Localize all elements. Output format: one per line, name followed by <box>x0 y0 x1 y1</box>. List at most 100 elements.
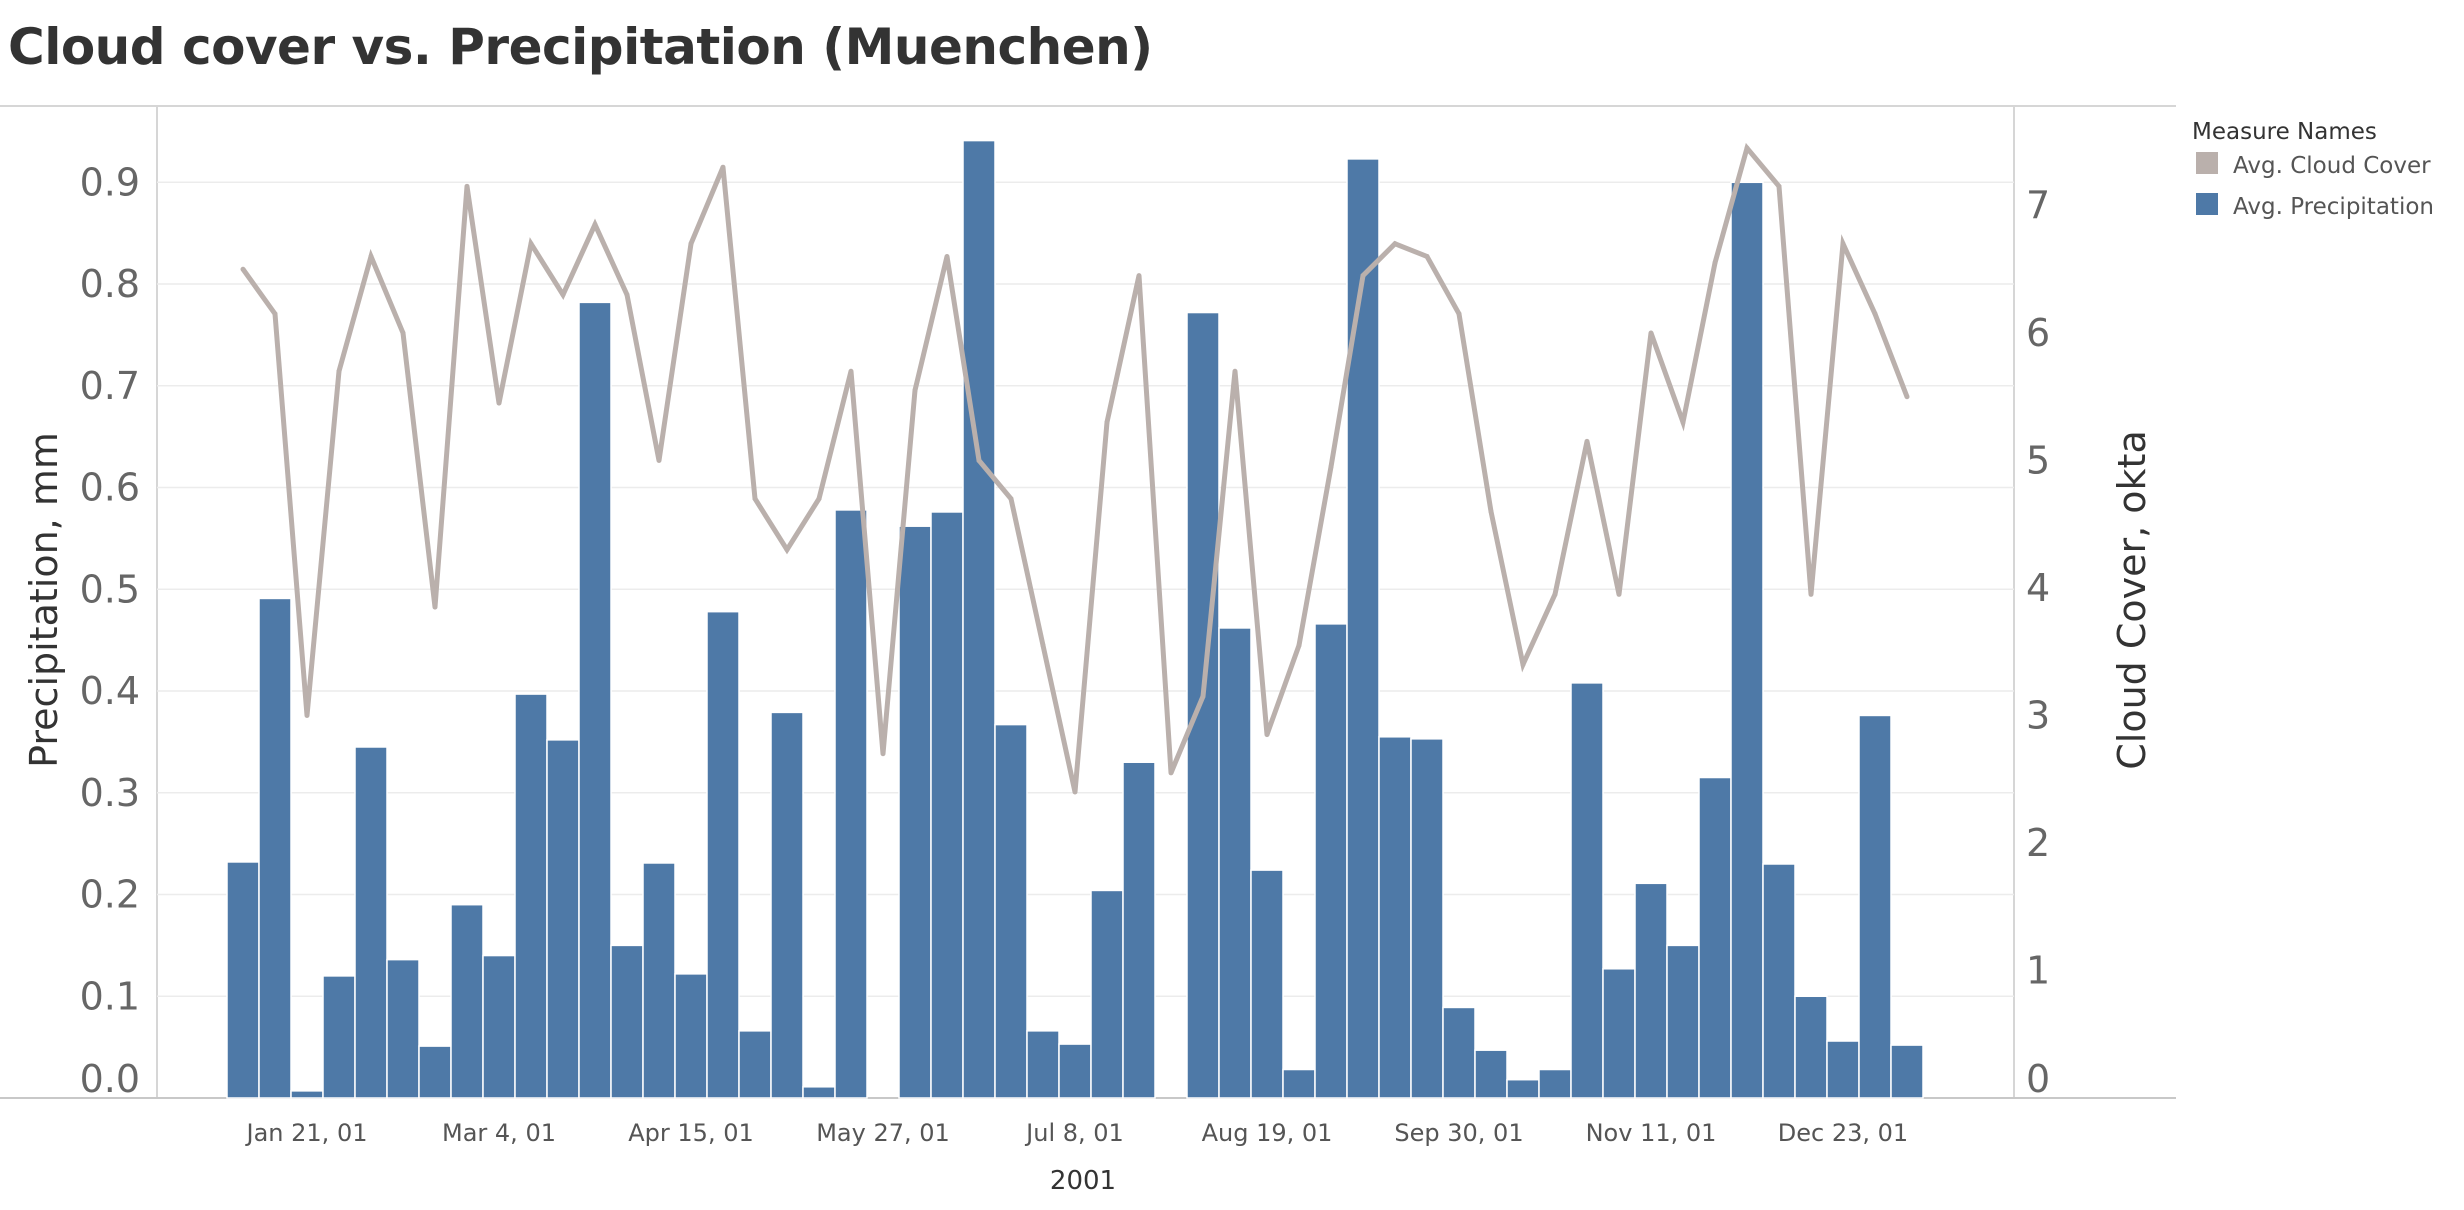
precipitation-bar[interactable] <box>1250 869 1284 1099</box>
cloud-cover-point[interactable] <box>560 292 566 298</box>
cloud-cover-point[interactable] <box>1360 273 1366 279</box>
cloud-cover-point[interactable] <box>1872 311 1878 317</box>
cloud-cover-point[interactable] <box>1520 661 1526 667</box>
legend-item-cloud-cover[interactable]: Avg. Cloud Cover <box>2196 152 2431 179</box>
cloud-cover-point[interactable] <box>1008 496 1014 502</box>
cloud-cover-point[interactable] <box>1616 591 1622 597</box>
precipitation-bar[interactable] <box>1410 738 1444 1099</box>
precipitation-bar[interactable] <box>546 739 580 1099</box>
cloud-cover-point[interactable] <box>528 241 534 247</box>
cloud-cover-point[interactable] <box>592 222 598 228</box>
cloud-cover-point[interactable] <box>1424 253 1430 259</box>
precipitation-bar[interactable] <box>1730 181 1764 1099</box>
cloud-cover-point[interactable] <box>1776 183 1782 189</box>
precipitation-bar[interactable] <box>386 958 420 1099</box>
precipitation-bar[interactable] <box>1218 627 1252 1099</box>
precipitation-bar[interactable] <box>1506 1078 1540 1099</box>
cloud-cover-point[interactable] <box>688 241 694 247</box>
cloud-cover-point[interactable] <box>1840 241 1846 247</box>
cloud-cover-point[interactable] <box>272 311 278 317</box>
cloud-cover-point[interactable] <box>1232 368 1238 374</box>
cloud-cover-point[interactable] <box>976 457 982 463</box>
precipitation-bar[interactable] <box>1826 1040 1860 1099</box>
precipitation-bar[interactable] <box>994 723 1028 1099</box>
precipitation-bar[interactable] <box>1698 776 1732 1099</box>
cloud-cover-point[interactable] <box>496 400 502 406</box>
precipitation-bar[interactable] <box>1794 995 1828 1099</box>
precipitation-bar[interactable] <box>802 1086 836 1099</box>
precipitation-bar[interactable] <box>1570 682 1604 1099</box>
cloud-cover-point[interactable] <box>1296 642 1302 648</box>
precipitation-bar[interactable] <box>290 1090 324 1099</box>
precipitation-bar[interactable] <box>1282 1068 1316 1099</box>
precipitation-bar[interactable] <box>1666 944 1700 1099</box>
precipitation-bar[interactable] <box>1186 311 1220 1099</box>
precipitation-bar[interactable] <box>1602 968 1636 1099</box>
cloud-cover-point[interactable] <box>1904 394 1910 400</box>
cloud-cover-point[interactable] <box>848 368 854 374</box>
cloud-cover-point[interactable] <box>944 253 950 259</box>
cloud-cover-point[interactable] <box>1712 260 1718 266</box>
precipitation-bar[interactable] <box>418 1045 452 1099</box>
cloud-cover-point[interactable] <box>368 253 374 259</box>
precipitation-bar[interactable] <box>1090 889 1124 1099</box>
cloud-cover-point[interactable] <box>1104 419 1110 425</box>
precipitation-bar[interactable] <box>898 525 932 1099</box>
precipitation-bar[interactable] <box>674 973 708 1099</box>
precipitation-bar[interactable] <box>354 746 388 1099</box>
cloud-cover-point[interactable] <box>1648 330 1654 336</box>
cloud-cover-point[interactable] <box>784 547 790 553</box>
precipitation-bar[interactable] <box>1474 1049 1508 1099</box>
cloud-cover-point[interactable] <box>464 183 470 189</box>
cloud-cover-point[interactable] <box>1264 732 1270 738</box>
precipitation-bar[interactable] <box>642 862 676 1099</box>
cloud-cover-point[interactable] <box>1584 438 1590 444</box>
cloud-cover-point[interactable] <box>1456 311 1462 317</box>
cloud-cover-point[interactable] <box>1040 642 1046 648</box>
cloud-cover-point[interactable] <box>720 164 726 170</box>
cloud-cover-point[interactable] <box>304 712 310 718</box>
cloud-cover-point[interactable] <box>1552 591 1558 597</box>
cloud-cover-point[interactable] <box>1488 508 1494 514</box>
precipitation-bar[interactable] <box>322 975 356 1099</box>
precipitation-bar[interactable] <box>1314 623 1348 1099</box>
precipitation-bar[interactable] <box>1026 1030 1060 1099</box>
precipitation-bar[interactable] <box>706 610 740 1099</box>
cloud-cover-point[interactable] <box>1328 464 1334 470</box>
precipitation-bar[interactable] <box>1634 882 1668 1099</box>
precipitation-bar[interactable] <box>738 1030 772 1099</box>
cloud-cover-point[interactable] <box>1136 273 1142 279</box>
precipitation-bar[interactable] <box>450 903 484 1099</box>
precipitation-bar[interactable] <box>1762 863 1796 1099</box>
cloud-cover-point[interactable] <box>1072 789 1078 795</box>
cloud-cover-point[interactable] <box>752 496 758 502</box>
precipitation-bar[interactable] <box>578 301 612 1099</box>
cloud-cover-point[interactable] <box>816 496 822 502</box>
precipitation-bar[interactable] <box>482 954 516 1099</box>
precipitation-bar[interactable] <box>610 944 644 1099</box>
precipitation-bar[interactable] <box>1378 736 1412 1099</box>
cloud-cover-point[interactable] <box>1744 145 1750 151</box>
cloud-cover-point[interactable] <box>1200 693 1206 699</box>
precipitation-bar[interactable] <box>962 139 996 1099</box>
precipitation-bar[interactable] <box>1058 1043 1092 1099</box>
legend-item-precipitation[interactable]: Avg. Precipitation <box>2196 193 2434 220</box>
precipitation-bar[interactable] <box>1858 714 1892 1099</box>
cloud-cover-point[interactable] <box>880 751 886 757</box>
precipitation-bar[interactable] <box>834 509 868 1099</box>
cloud-cover-point[interactable] <box>1168 770 1174 776</box>
cloud-cover-point[interactable] <box>1808 591 1814 597</box>
cloud-cover-point[interactable] <box>912 387 918 393</box>
precipitation-bar[interactable] <box>226 861 260 1099</box>
cloud-cover-point[interactable] <box>656 457 662 463</box>
cloud-cover-point[interactable] <box>1392 241 1398 247</box>
precipitation-bar[interactable] <box>1122 761 1156 1099</box>
precipitation-bar[interactable] <box>1890 1044 1924 1099</box>
cloud-cover-point[interactable] <box>400 330 406 336</box>
cloud-cover-point[interactable] <box>624 292 630 298</box>
cloud-cover-point[interactable] <box>1680 419 1686 425</box>
cloud-cover-polyline[interactable] <box>240 142 1910 793</box>
precipitation-bar[interactable] <box>1538 1068 1572 1099</box>
precipitation-bar[interactable] <box>514 693 548 1099</box>
precipitation-bar[interactable] <box>1442 1006 1476 1099</box>
